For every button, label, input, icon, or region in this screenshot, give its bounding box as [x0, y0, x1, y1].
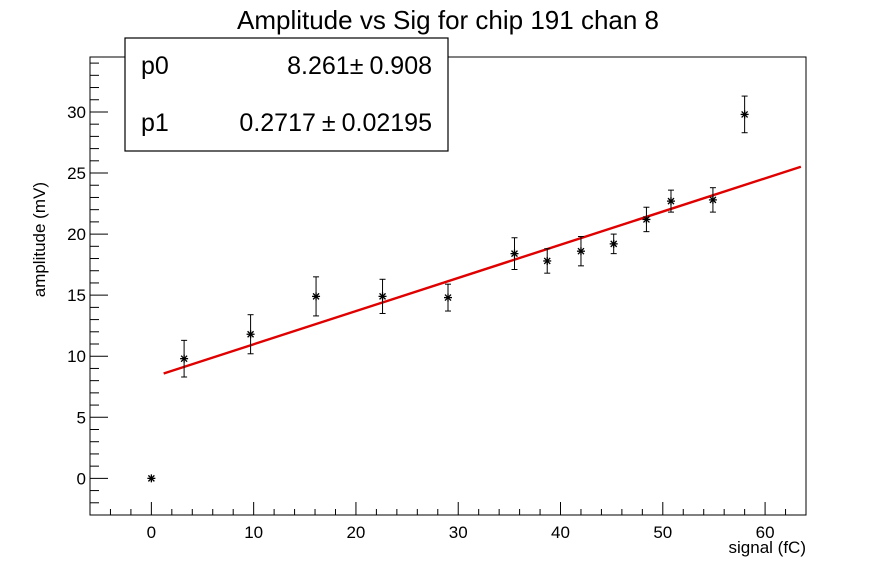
marker-stroke	[543, 257, 551, 265]
data-point	[708, 187, 717, 213]
marker-stroke	[577, 247, 585, 255]
stats-p0-value: 8.261± 0.908	[287, 52, 432, 80]
x-tick-label: 10	[244, 523, 263, 542]
data-point	[378, 278, 387, 314]
y-tick-label: 20	[67, 225, 86, 244]
marker-stroke	[610, 240, 618, 248]
x-tick-label: 0	[147, 523, 156, 542]
stats-p0-name: p0	[141, 52, 169, 80]
fit-line	[163, 165, 802, 375]
marker-stroke	[444, 294, 452, 302]
data-point	[609, 233, 618, 255]
data-point	[180, 339, 189, 378]
y-axis-ticks: 0 5 10 15 20 25 30	[67, 62, 108, 516]
y-tick-label: 0	[77, 469, 86, 488]
x-tick-label: 30	[449, 523, 468, 542]
data-point	[147, 474, 156, 483]
y-axis-label: amplitude (mV)	[30, 182, 49, 297]
data-point	[666, 189, 675, 213]
y-tick-label: 30	[67, 103, 86, 122]
data-point	[246, 314, 255, 355]
x-axis-label: signal (fC)	[729, 538, 806, 557]
y-tick-label: 5	[77, 408, 86, 427]
marker-stroke	[642, 215, 650, 223]
marker-stroke	[511, 250, 518, 258]
fit-stats-box: p0 8.261± 0.908 p1 0.2717 ±0.02195	[124, 37, 449, 152]
stats-box-border	[124, 37, 449, 152]
marker-stroke	[312, 292, 320, 300]
marker-stroke	[247, 330, 255, 338]
data-point	[642, 206, 651, 233]
data-point	[510, 237, 519, 271]
y-tick-label: 15	[67, 286, 86, 305]
chart-title: Amplitude vs Sig for chip 191 chan 8	[237, 5, 659, 35]
data-point	[312, 276, 321, 317]
stats-p1-value: 0.2717 ±0.02195	[239, 109, 432, 137]
y-tick-label: 25	[67, 164, 86, 183]
x-tick-label: 20	[346, 523, 365, 542]
fit-line-group	[163, 165, 802, 375]
x-tick-label: 60	[756, 523, 775, 542]
marker-stroke	[709, 196, 717, 204]
y-tick-label: 10	[67, 347, 86, 366]
x-axis-ticks: 0 10 20 30 40 50 60	[89, 502, 807, 542]
x-tick-label: 40	[551, 523, 570, 542]
x-tick-label: 50	[653, 523, 672, 542]
marker-stroke	[147, 474, 155, 482]
data-points	[147, 95, 749, 483]
marker-stroke	[741, 110, 749, 118]
data-point	[444, 283, 452, 312]
data-point	[543, 248, 552, 274]
marker-stroke	[180, 355, 188, 363]
stats-p1-name: p1	[141, 109, 169, 137]
marker-stroke	[667, 197, 675, 205]
marker-stroke	[379, 292, 386, 300]
data-point	[740, 95, 749, 134]
data-point	[576, 236, 585, 267]
